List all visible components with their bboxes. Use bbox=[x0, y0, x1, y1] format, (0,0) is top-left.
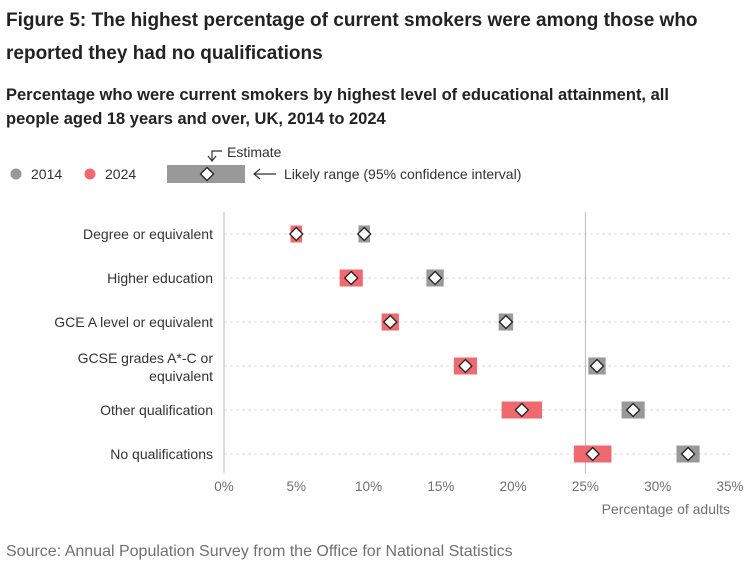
x-tick-label: 25% bbox=[572, 479, 599, 494]
category-label: Higher education bbox=[107, 270, 213, 286]
category-label: No qualifications bbox=[110, 446, 213, 462]
legend-estimate-marker bbox=[199, 166, 215, 182]
x-tick-label: 20% bbox=[500, 479, 527, 494]
estimate-marker-2014 bbox=[589, 358, 605, 374]
legend-range-label: Likely range (95% confidence interval) bbox=[284, 166, 521, 182]
category-label: Degree or equivalent bbox=[83, 226, 213, 242]
estimate-marker-2024 bbox=[288, 226, 304, 242]
x-axis-title: Percentage of adults bbox=[602, 501, 730, 517]
estimate-markers bbox=[288, 226, 696, 462]
figure-subtitle: Percentage who were current smokers by h… bbox=[6, 86, 669, 128]
legend-estimate-label: Estimate bbox=[227, 144, 282, 160]
category-label-line: GCSE grades A*-C or bbox=[78, 350, 214, 366]
legend-estimate-pointer bbox=[211, 150, 222, 160]
estimate-marker-2024 bbox=[343, 270, 359, 286]
x-tick-label: 10% bbox=[355, 479, 382, 494]
estimate-marker-2024 bbox=[382, 314, 398, 330]
estimate-marker-2024 bbox=[514, 402, 530, 418]
x-tick-label: 15% bbox=[427, 479, 454, 494]
x-tick-label: 35% bbox=[716, 479, 743, 494]
x-tick-label: 5% bbox=[287, 479, 307, 494]
estimate-marker-2024 bbox=[458, 358, 473, 374]
legend-swatch-2014 bbox=[10, 168, 22, 180]
category-labels: Degree or equivalent Higher education GCE … bbox=[54, 226, 213, 462]
estimate-marker-2014 bbox=[625, 402, 641, 418]
x-tick-label: 0% bbox=[214, 479, 234, 494]
legend-label-2024: 2024 bbox=[105, 166, 136, 182]
category-label-line: equivalent bbox=[149, 368, 213, 384]
confidence-ranges bbox=[290, 225, 700, 463]
figure-title: Figure 5: The highest percentage of curr… bbox=[6, 10, 698, 64]
legend-swatch-2024 bbox=[84, 168, 96, 180]
category-label: GCSE grades A*-C or equivalent bbox=[78, 350, 214, 384]
source-note: Source: Annual Population Survey from th… bbox=[6, 543, 513, 560]
legend-label-2014: 2014 bbox=[31, 166, 62, 182]
x-axis-ticks: 0% 5% 10% 15% 20% 25% 30% 35% bbox=[214, 479, 743, 494]
legend-range-arrowhead bbox=[253, 168, 261, 180]
legend-estimate-arrowhead bbox=[207, 155, 217, 162]
estimate-marker-2014 bbox=[427, 270, 443, 286]
estimate-marker-2024 bbox=[585, 446, 601, 462]
estimate-marker-2014 bbox=[680, 446, 696, 462]
category-label: Other qualification bbox=[100, 402, 213, 418]
estimate-marker-2014 bbox=[356, 226, 372, 242]
x-tick-label: 30% bbox=[644, 479, 671, 494]
estimate-marker-2014 bbox=[498, 314, 514, 330]
gridlines bbox=[223, 212, 730, 473]
category-label: GCE A level or equivalent bbox=[54, 314, 213, 330]
